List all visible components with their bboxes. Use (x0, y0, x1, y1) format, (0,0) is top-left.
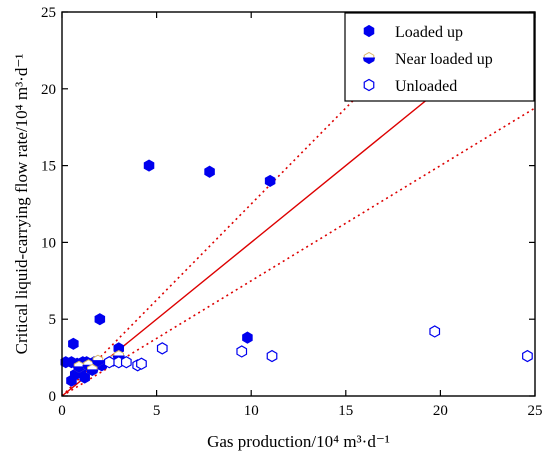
x-tick-label: 20 (433, 403, 448, 419)
x-tick-label: 25 (528, 403, 543, 419)
point-series-2-2 (120, 356, 132, 369)
point-series-2-8 (429, 325, 441, 338)
x-axis-label: Gas production/10⁴ m³·d⁻¹ (207, 432, 390, 451)
point-series-0-16 (204, 165, 215, 178)
legend: Loaded up Near loaded up Unloaded (344, 12, 535, 102)
y-tick-label: 15 (41, 159, 56, 175)
plot-frame (61, 11, 536, 397)
point-series-1-0 (72, 360, 86, 373)
legend-label-2: Unloaded (395, 78, 457, 95)
legend-marker-0 (363, 24, 375, 38)
point-series-0-17 (242, 331, 253, 344)
x-tick-label: 5 (153, 403, 161, 419)
x-tick-label: 10 (244, 403, 259, 419)
legend-box (344, 12, 535, 102)
legend-marker-2 (363, 78, 375, 92)
legend-label-0: Loaded up (395, 24, 463, 41)
y-tick-label: 0 (49, 389, 57, 405)
point-series-2-6 (236, 345, 248, 358)
data-points (60, 159, 533, 387)
point-series-2-9 (522, 349, 533, 363)
y-tick-label: 20 (41, 82, 56, 98)
legend-label-1: Near loaded up (395, 51, 493, 68)
y-tick-label: 10 (41, 235, 56, 251)
point-series-2-4 (136, 357, 147, 370)
point-series-1-3 (91, 354, 105, 367)
reference-line-dotted-1 (62, 12, 442, 396)
point-series-0-18 (264, 174, 276, 188)
x-tick-label: 15 (338, 403, 353, 419)
y-tick-label: 5 (49, 312, 57, 328)
point-series-0-12 (94, 313, 106, 326)
point-series-0-15 (143, 159, 155, 172)
point-series-2-7 (266, 349, 278, 363)
point-series-2-5 (156, 342, 168, 355)
point-series-0-8 (79, 371, 90, 384)
y-tick-label: 25 (41, 5, 56, 21)
point-series-0-2 (68, 337, 79, 350)
legend-marker-1 (362, 51, 376, 65)
reference-line-dotted-2 (62, 107, 535, 396)
point-series-2-0 (103, 356, 115, 369)
axis-ticks: 0 5 10 15 20 25 0 5 10 15 20 25 (41, 5, 543, 419)
x-tick-label: 0 (58, 403, 66, 419)
y-axis-label: Critical liquid-carrying flow rate/10⁴ m… (12, 54, 31, 355)
point-series-1-2 (86, 363, 99, 376)
